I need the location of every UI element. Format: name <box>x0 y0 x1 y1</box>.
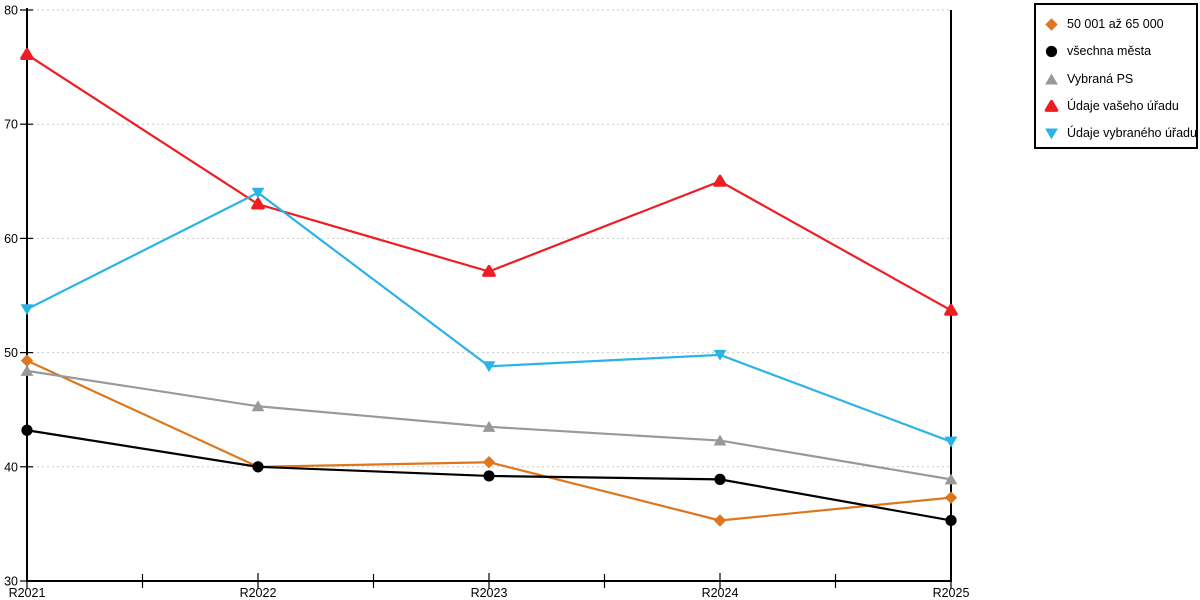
data-point-marker <box>944 303 958 316</box>
data-point-marker <box>944 473 958 485</box>
y-tick-label: 70 <box>4 118 18 132</box>
x-tick-label: R2023 <box>471 586 508 600</box>
data-point-marker <box>713 514 727 527</box>
legend: 50 001 až 65 000 všechna města Vybraná PS Ú… <box>1034 3 1198 149</box>
data-point-marker <box>251 400 265 412</box>
series-line <box>25 191 953 443</box>
data-point-marker <box>483 470 495 482</box>
legend-label: Údaje vybraného úřadu <box>1067 126 1197 141</box>
data-point-marker <box>713 349 727 361</box>
data-point-marker <box>1045 128 1058 140</box>
data-point-marker <box>482 420 496 432</box>
y-tick-label: 30 <box>4 575 18 589</box>
legend-label: 50 001 až 65 000 <box>1067 16 1164 31</box>
data-point-marker <box>1044 99 1059 112</box>
legend-label: Údaje vašeho úřadu <box>1067 98 1179 113</box>
x-tick-label: R2024 <box>702 586 739 600</box>
x-tick-label: R2022 <box>240 586 277 600</box>
triangle-rounded-icon <box>1044 99 1059 112</box>
legend-item: Údaje vašeho úřadu <box>1044 92 1192 119</box>
data-point-marker <box>252 461 264 473</box>
data-point-marker <box>20 304 34 316</box>
data-point-marker <box>713 434 727 446</box>
diamond-icon <box>1045 18 1058 31</box>
data-point-marker <box>1045 46 1058 58</box>
legend-label: Vybraná PS <box>1067 71 1134 86</box>
legend-item: Vybraná PS <box>1044 65 1192 92</box>
y-tick-label: 80 <box>4 4 18 18</box>
data-point-marker <box>21 424 33 436</box>
y-tick-label: 40 <box>4 460 18 474</box>
data-point-marker <box>20 354 34 367</box>
x-tick-label: R2021 <box>9 586 46 600</box>
data-point-marker <box>714 473 726 485</box>
data-point-marker <box>713 174 727 187</box>
triangle-up-icon <box>1045 73 1058 85</box>
data-point-marker <box>945 514 957 527</box>
data-point-marker <box>20 364 34 376</box>
triangle-down-icon <box>1045 128 1058 140</box>
data-point-marker <box>251 187 265 199</box>
data-point-marker <box>1045 18 1058 31</box>
data-point-marker <box>944 491 958 504</box>
data-point-marker <box>482 361 496 373</box>
data-point-marker <box>251 197 265 210</box>
circle-icon <box>1045 46 1058 58</box>
legend-item: 50 001 až 65 000 <box>1044 10 1192 37</box>
x-tick-label: R2025 <box>933 586 970 600</box>
legend-item: všechna města <box>1044 37 1192 64</box>
y-tick-label: 60 <box>4 232 18 246</box>
legend-label: všechna města <box>1067 44 1152 59</box>
y-tick-label: 50 <box>4 346 18 360</box>
legend-item: Údaje vybraného úřadu <box>1044 120 1197 147</box>
data-point-marker <box>944 436 958 448</box>
data-point-marker <box>482 264 496 277</box>
data-point-marker <box>20 47 34 60</box>
data-point-marker <box>1045 73 1058 85</box>
data-point-marker <box>482 456 496 469</box>
